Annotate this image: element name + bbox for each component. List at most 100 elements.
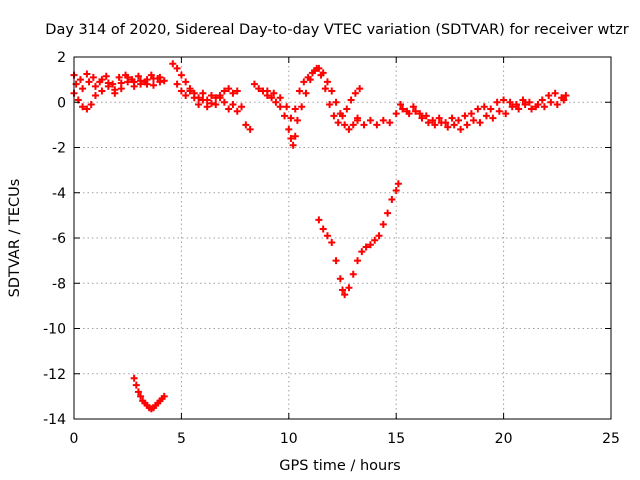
data-point — [319, 225, 327, 233]
data-point — [233, 87, 241, 95]
data-point — [79, 85, 87, 93]
data-point — [429, 116, 437, 124]
data-point — [431, 121, 439, 129]
data-point — [220, 87, 228, 95]
data-point — [117, 79, 125, 87]
data-point — [558, 94, 566, 102]
data-point — [330, 112, 338, 120]
data-point — [487, 105, 495, 113]
data-point — [532, 103, 540, 111]
data-point — [276, 103, 284, 111]
data-point — [323, 232, 331, 240]
data-point — [354, 116, 362, 124]
data-point — [341, 121, 349, 129]
data-point — [349, 270, 357, 278]
data-point — [291, 132, 299, 140]
plot-frame — [73, 56, 612, 420]
data-point — [403, 107, 411, 115]
data-point — [250, 80, 258, 88]
data-point — [551, 89, 559, 97]
y-axis-label: SDTVAR / TECUs — [7, 179, 23, 298]
data-point — [134, 388, 142, 396]
data-point — [132, 381, 140, 389]
data-point — [495, 107, 503, 115]
data-point — [474, 105, 482, 113]
data-point — [130, 374, 138, 382]
data-point — [177, 87, 185, 95]
data-point — [281, 112, 289, 120]
data-point — [457, 125, 465, 133]
data-point — [347, 96, 355, 104]
data-point — [285, 125, 293, 133]
data-point — [538, 96, 546, 104]
y-tick-label: -10 — [43, 322, 66, 338]
data-point — [416, 110, 424, 118]
data-point — [207, 99, 215, 107]
data-point — [313, 64, 321, 72]
data-point — [91, 82, 99, 90]
x-tick-label: 25 — [602, 431, 620, 447]
data-point — [173, 80, 181, 88]
data-point — [143, 76, 151, 84]
data-point — [399, 105, 407, 113]
data-point — [371, 236, 379, 244]
y-tick-label: -2 — [52, 141, 66, 157]
data-point — [317, 71, 325, 79]
data-point — [332, 257, 340, 265]
data-point — [334, 119, 342, 127]
data-point — [328, 87, 336, 95]
data-point — [263, 87, 271, 95]
data-point — [289, 141, 297, 149]
data-point — [137, 392, 145, 400]
data-point — [283, 103, 291, 111]
data-point — [300, 78, 308, 86]
data-point — [461, 112, 469, 120]
data-point — [109, 80, 117, 88]
data-point — [553, 101, 561, 109]
data-point — [91, 91, 99, 99]
data-point — [212, 101, 220, 109]
data-point — [394, 180, 402, 188]
data-point — [83, 70, 91, 78]
data-point — [304, 73, 312, 81]
data-point — [454, 116, 462, 124]
data-point — [287, 134, 295, 142]
data-point — [384, 209, 392, 217]
data-point — [216, 91, 224, 99]
data-point — [540, 103, 548, 111]
data-point — [528, 105, 536, 113]
data-point — [332, 98, 340, 106]
data-point — [470, 116, 478, 124]
data-point — [177, 71, 185, 79]
data-point — [186, 87, 194, 95]
data-point — [98, 76, 106, 84]
data-point — [296, 87, 304, 95]
data-point — [149, 81, 157, 89]
x-tick-label: 20 — [495, 431, 513, 447]
data-point — [242, 121, 250, 129]
x-tick-label: 15 — [387, 431, 405, 447]
data-point — [195, 101, 203, 109]
data-point — [341, 291, 349, 299]
data-point — [467, 110, 475, 118]
data-point — [360, 121, 368, 129]
y-tick-label: -14 — [43, 412, 66, 428]
x-tick-label: 5 — [177, 431, 186, 447]
data-point — [173, 64, 181, 72]
data-point — [233, 107, 241, 115]
data-point — [392, 186, 400, 194]
y-tick-label: 2 — [57, 50, 66, 66]
data-point — [87, 101, 95, 109]
data-point — [489, 114, 497, 122]
data-point — [418, 114, 426, 122]
y-tick-label: -4 — [52, 186, 66, 202]
data-point — [326, 101, 334, 109]
data-point — [302, 89, 310, 97]
data-point — [354, 257, 362, 265]
data-point — [525, 98, 533, 106]
data-point — [225, 105, 233, 113]
data-point — [89, 73, 97, 81]
data-point — [83, 105, 91, 113]
data-point — [199, 96, 207, 104]
